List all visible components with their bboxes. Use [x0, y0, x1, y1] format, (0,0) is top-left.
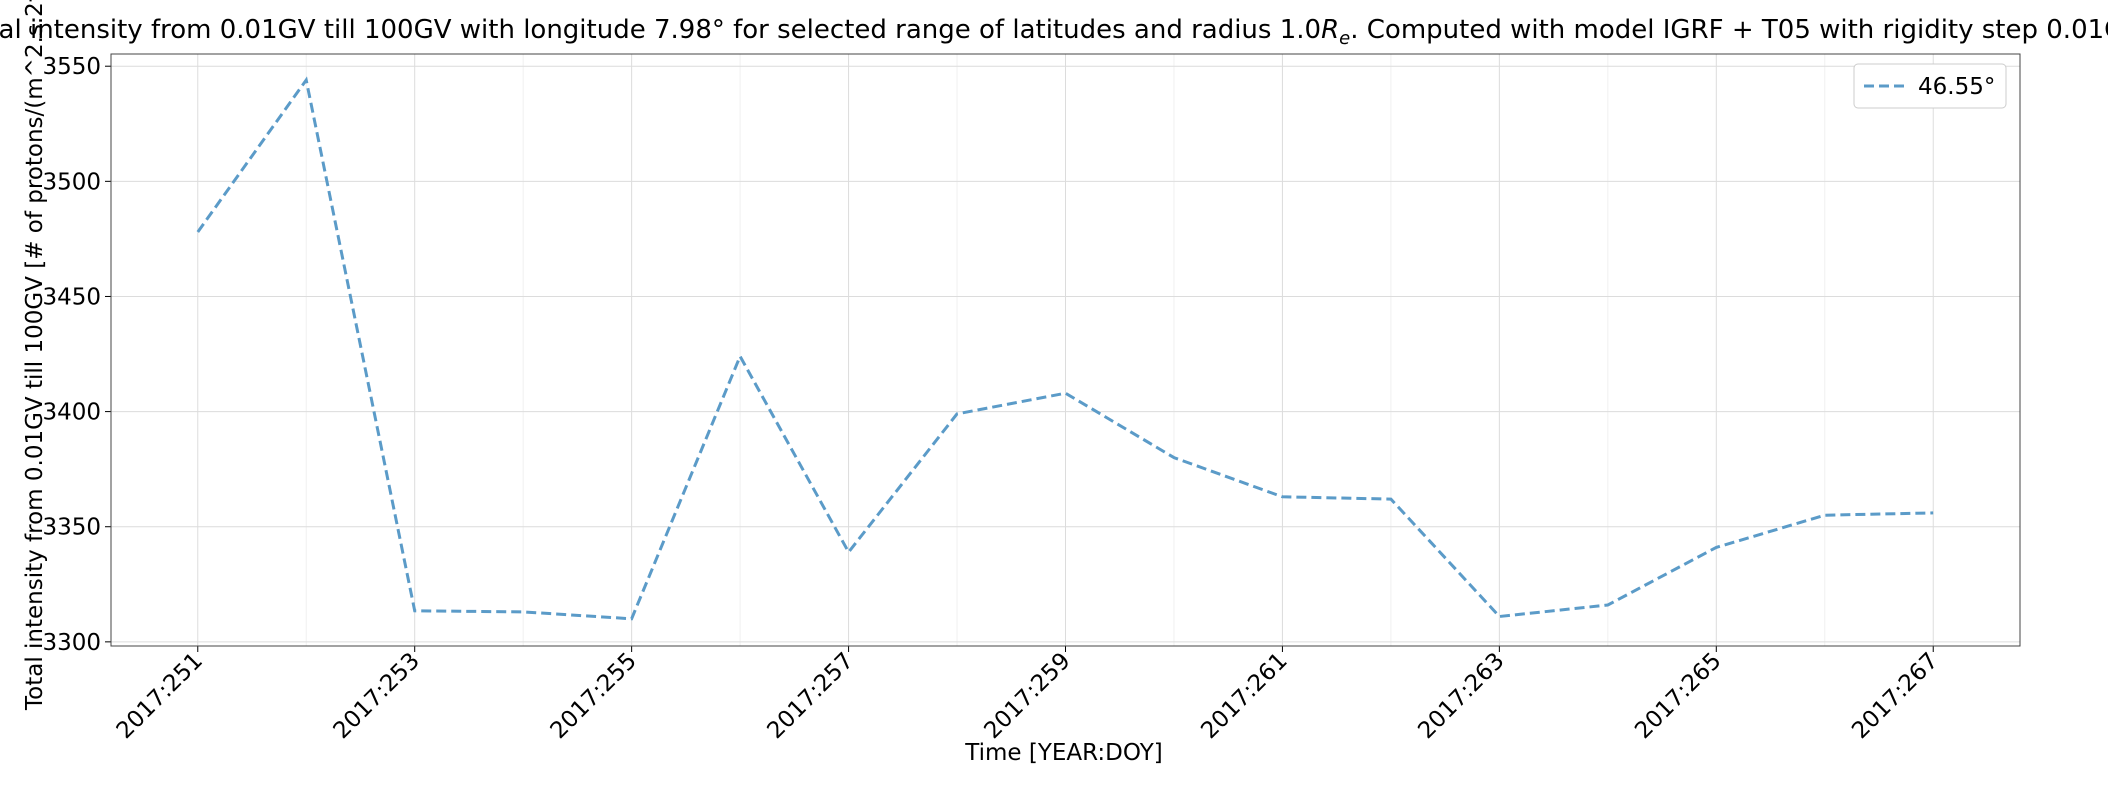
legend: 46.55° [1853, 63, 2007, 109]
x-tick-label: 2017:267 [1847, 648, 1943, 744]
y-tick-label: 3450 [42, 284, 101, 310]
y-tick-label: 3500 [42, 169, 101, 195]
y-tick-label: 3550 [42, 54, 101, 80]
x-tick-label: 2017:261 [1196, 648, 1292, 744]
x-axis-label: Time [YEAR:DOY] [964, 740, 1163, 766]
y-tick-label: 3300 [42, 630, 101, 656]
x-tick-label: 2017:263 [1413, 648, 1509, 744]
legend-label: 46.55° [1918, 74, 1995, 100]
title-part: R [1321, 15, 1339, 45]
title-part: Total intensity from 0.01GV till 100GV w… [0, 15, 1321, 45]
chart-title: Total intensity from 0.01GV till 100GV w… [0, 15, 2108, 49]
legend-box [1853, 63, 2007, 109]
y-axis-label: Total intensity from 0.01GV till 100GV [… [22, 0, 48, 711]
x-tick-label: 2017:265 [1630, 648, 1726, 744]
title-part: e [1339, 28, 1350, 49]
x-tick-label: 2017:257 [763, 648, 859, 744]
x-tick-label: 2017:253 [329, 648, 425, 744]
y-tick-label: 3350 [42, 515, 101, 541]
x-tick-label: 2017:251 [112, 648, 208, 744]
y-tick-label: 3400 [42, 400, 101, 426]
x-tick-label: 2017:255 [546, 648, 642, 744]
x-tick-label: 2017:259 [979, 648, 1075, 744]
title-part: . Computed with model IGRF + T05 with ri… [1350, 15, 2108, 45]
plot-frame [110, 53, 2021, 647]
data-line [196, 76, 1934, 621]
